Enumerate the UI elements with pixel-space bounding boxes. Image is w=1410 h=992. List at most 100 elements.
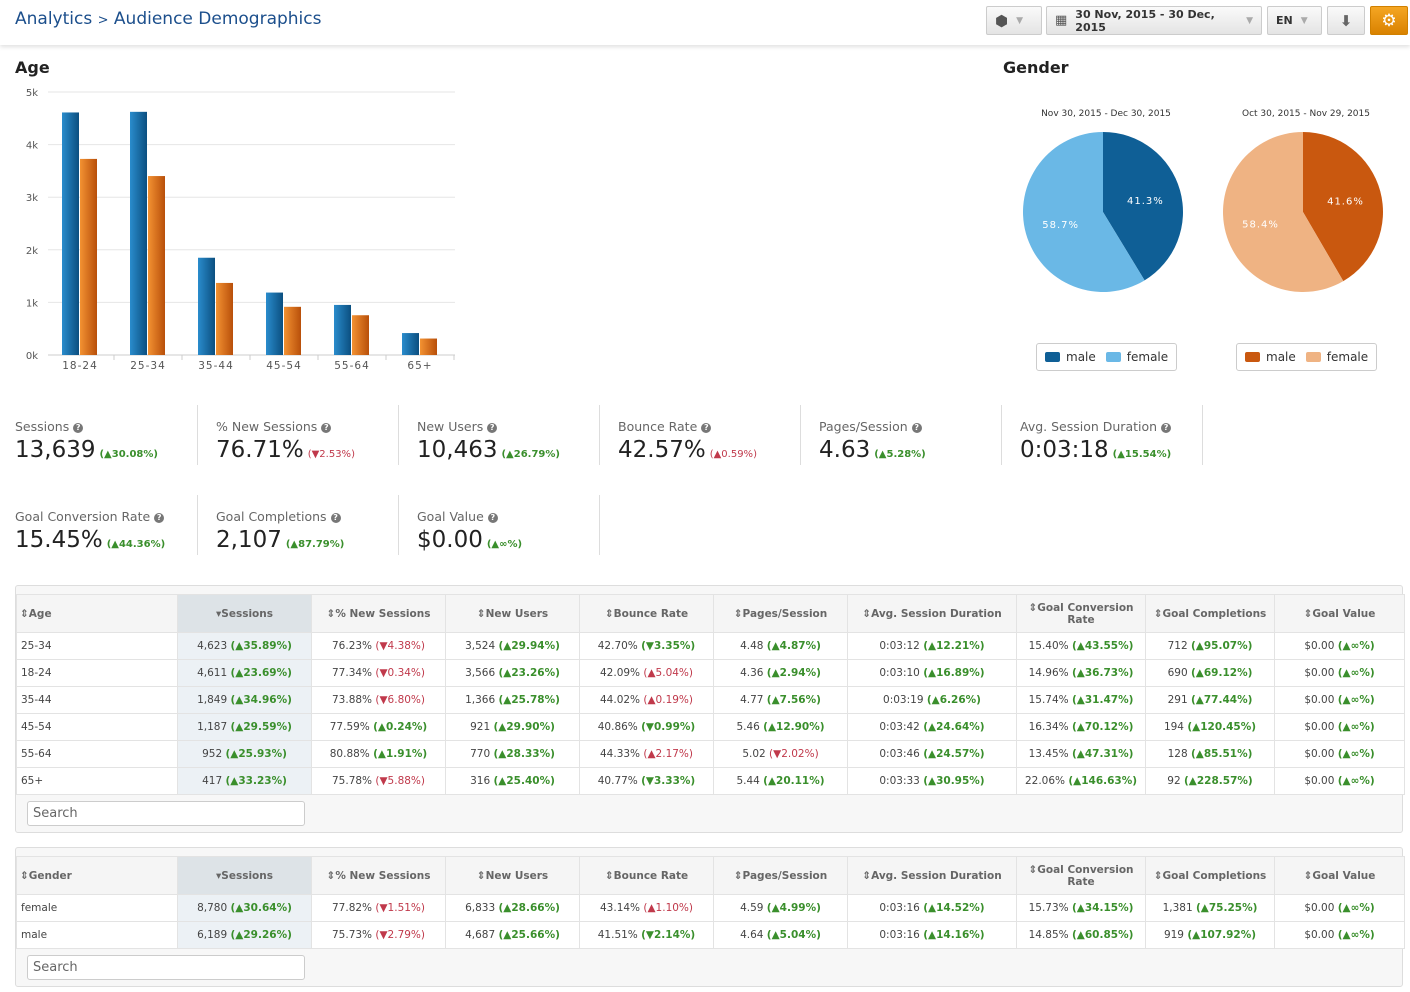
column-header[interactable]: ⇕% New Sessions (311, 856, 446, 895)
legend-label-female[interactable]: female (1326, 350, 1369, 364)
help-icon[interactable]: ? (154, 512, 165, 523)
help-icon[interactable]: ? (1161, 422, 1172, 433)
column-header[interactable]: ▾Sessions (177, 856, 312, 895)
column-header[interactable]: ⇕Avg. Session Duration (847, 856, 1017, 895)
delta: (▲14.16%) (923, 929, 985, 941)
help-icon[interactable]: ? (330, 512, 341, 523)
segment-dropdown[interactable]: ⬢ ▼ (986, 6, 1042, 35)
table-cell: 919 (▲107.92%) (1145, 921, 1275, 949)
delta: (▼2.02%) (769, 748, 819, 760)
pie-title: Nov 30, 2015 - Dec 30, 2015 (1041, 109, 1171, 119)
column-header[interactable]: ⇕Goal Completions (1145, 594, 1275, 633)
metric-label: Goal Conversion Rate ? (15, 509, 197, 524)
metric-delta: (▲44.36%) (106, 539, 166, 550)
delta: (▲2.17%) (643, 748, 693, 760)
legend-label-male[interactable]: male (1266, 350, 1296, 364)
table-row[interactable]: female 8,780 (▲30.64%) 77.82% (▼1.51%) 6,83… (16, 894, 1405, 922)
metric-value: 13,639 (▲30.08%) (15, 437, 158, 463)
delta: (▲28.33%) (493, 748, 555, 760)
column-header[interactable]: ⇕Goal Value (1274, 594, 1405, 633)
column-header[interactable]: ⇕Bounce Rate (579, 856, 714, 895)
table-row[interactable]: 18-24 4,611 (▲23.69%) 77.34% (▼0.34%) 3,566… (16, 659, 1405, 687)
metric-delta: (▲∞%) (486, 539, 523, 550)
table-cell: 14.85% (▲60.85%) (1016, 921, 1146, 949)
table-cell: $0.00 (▲∞%) (1274, 713, 1405, 741)
table-cell: 75.73% (▼2.79%) (311, 921, 446, 949)
row-key: 55-64 (16, 740, 178, 768)
gender-search-input[interactable]: Search (27, 955, 305, 980)
metric-label: Sessions ? (15, 419, 197, 434)
metric-card: Sessions ? 13,639 (▲30.08%) (15, 405, 198, 465)
calendar-icon: ▦ (1055, 13, 1068, 28)
legend-label-female[interactable]: female (1126, 350, 1169, 364)
column-header[interactable]: ⇕Gender (16, 856, 178, 895)
table-cell: 6,189 (▲29.26%) (177, 921, 312, 949)
bar-current (62, 112, 79, 355)
metric-label: Bounce Rate ? (618, 419, 800, 434)
age-title: Age (15, 58, 50, 77)
column-header[interactable]: ⇕Age (16, 594, 178, 633)
delta: (▲20.11%) (763, 775, 825, 787)
delta: (▼4.38%) (375, 640, 425, 652)
bar-previous (216, 282, 233, 355)
download-button[interactable]: ⬇ (1327, 6, 1365, 35)
delta: (▲35.89%) (230, 640, 292, 652)
metric-value: 2,107 (▲87.79%) (216, 527, 345, 553)
bar-previous (80, 158, 97, 355)
metric-delta: (▲5.28%) (874, 449, 926, 460)
help-icon[interactable]: ? (321, 422, 332, 433)
delta: (▲7.56%) (766, 694, 821, 706)
table-row[interactable]: 65+ 417 (▲33.23%) 75.78% (▼5.88%) 316 (▲25.… (16, 767, 1405, 795)
help-icon[interactable]: ? (73, 422, 84, 433)
table-row[interactable]: 25-34 4,623 (▲35.89%) 76.23% (▼4.38%) 3,524… (16, 632, 1405, 660)
date-range-picker[interactable]: ▦ 30 Nov, 2015 - 30 Dec, 2015 ▼ (1046, 6, 1262, 35)
table-row[interactable]: 55-64 952 (▲25.93%) 80.88% (▲1.91%) 770 (▲2… (16, 740, 1405, 768)
column-header[interactable]: ⇕% New Sessions (311, 594, 446, 633)
breadcrumb-analytics[interactable]: Analytics (15, 9, 93, 29)
column-header[interactable]: ⇕Pages/Session (713, 856, 848, 895)
table-cell: 128 (▲85.51%) (1145, 740, 1275, 768)
cube-icon: ⬢ (995, 11, 1009, 30)
metric-card: Goal Completions ? 2,107 (▲87.79%) (198, 495, 399, 555)
y-tick-label: 5k (26, 88, 38, 99)
column-header[interactable]: ⇕Pages/Session (713, 594, 848, 633)
help-icon[interactable]: ? (487, 512, 498, 523)
table-cell: 4.64 (▲5.04%) (713, 921, 848, 949)
column-header[interactable]: ⇕Goal Conversion Rate (1016, 856, 1146, 895)
metric-card: New Users ? 10,463 (▲26.79%) (399, 405, 600, 465)
delta: (▲29.90%) (493, 721, 555, 733)
row-key: 35-44 (16, 686, 178, 714)
breadcrumb: Analytics > Audience Demographics (15, 9, 321, 29)
column-header[interactable]: ▾Sessions (177, 594, 312, 633)
table-cell: 0:03:42 (▲24.64%) (847, 713, 1017, 741)
gender-pie-charts: Nov 30, 2015 - Dec 30, 2015 41.3% 58.7% Oct… (1023, 109, 1383, 292)
legend-current: male female (1036, 343, 1178, 371)
column-header[interactable]: ⇕New Users (445, 594, 580, 633)
column-header[interactable]: ⇕Avg. Session Duration (847, 594, 1017, 633)
column-header[interactable]: ⇕Goal Conversion Rate (1016, 594, 1146, 633)
help-icon[interactable]: ? (487, 422, 498, 433)
language-dropdown[interactable]: EN ▼ (1267, 6, 1322, 35)
column-header[interactable]: ⇕Bounce Rate (579, 594, 714, 633)
metric-delta: (▼2.53%) (307, 449, 355, 460)
table-cell: $0.00 (▲∞%) (1274, 740, 1405, 768)
metric-label: New Users ? (417, 419, 599, 434)
metric-delta: (▲87.79%) (285, 539, 345, 550)
table-row[interactable]: 45-54 1,187 (▲29.59%) 77.59% (▲0.24%) 921 (… (16, 713, 1405, 741)
table-row[interactable]: male 6,189 (▲29.26%) 75.73% (▼2.79%) 4,687 … (16, 921, 1405, 949)
row-key: 18-24 (16, 659, 178, 687)
column-header[interactable]: ⇕Goal Value (1274, 856, 1405, 895)
table-cell: 4.77 (▲7.56%) (713, 686, 848, 714)
table-row[interactable]: 35-44 1,849 (▲34.96%) 73.88% (▼6.80%) 1,366… (16, 686, 1405, 714)
column-header[interactable]: ⇕Goal Completions (1145, 856, 1275, 895)
metric-card: Pages/Session ? 4.63 (▲5.28%) (801, 405, 1002, 465)
help-icon[interactable]: ? (911, 422, 922, 433)
help-icon[interactable]: ? (701, 422, 712, 433)
delta: (▲4.99%) (766, 902, 821, 914)
gear-icon: ⚙ (1381, 10, 1397, 31)
table-cell: 75.78% (▼5.88%) (311, 767, 446, 795)
legend-label-male[interactable]: male (1066, 350, 1096, 364)
settings-button[interactable]: ⚙ (1370, 6, 1408, 35)
column-header[interactable]: ⇕New Users (445, 856, 580, 895)
age-search-input[interactable]: Search (27, 801, 305, 826)
